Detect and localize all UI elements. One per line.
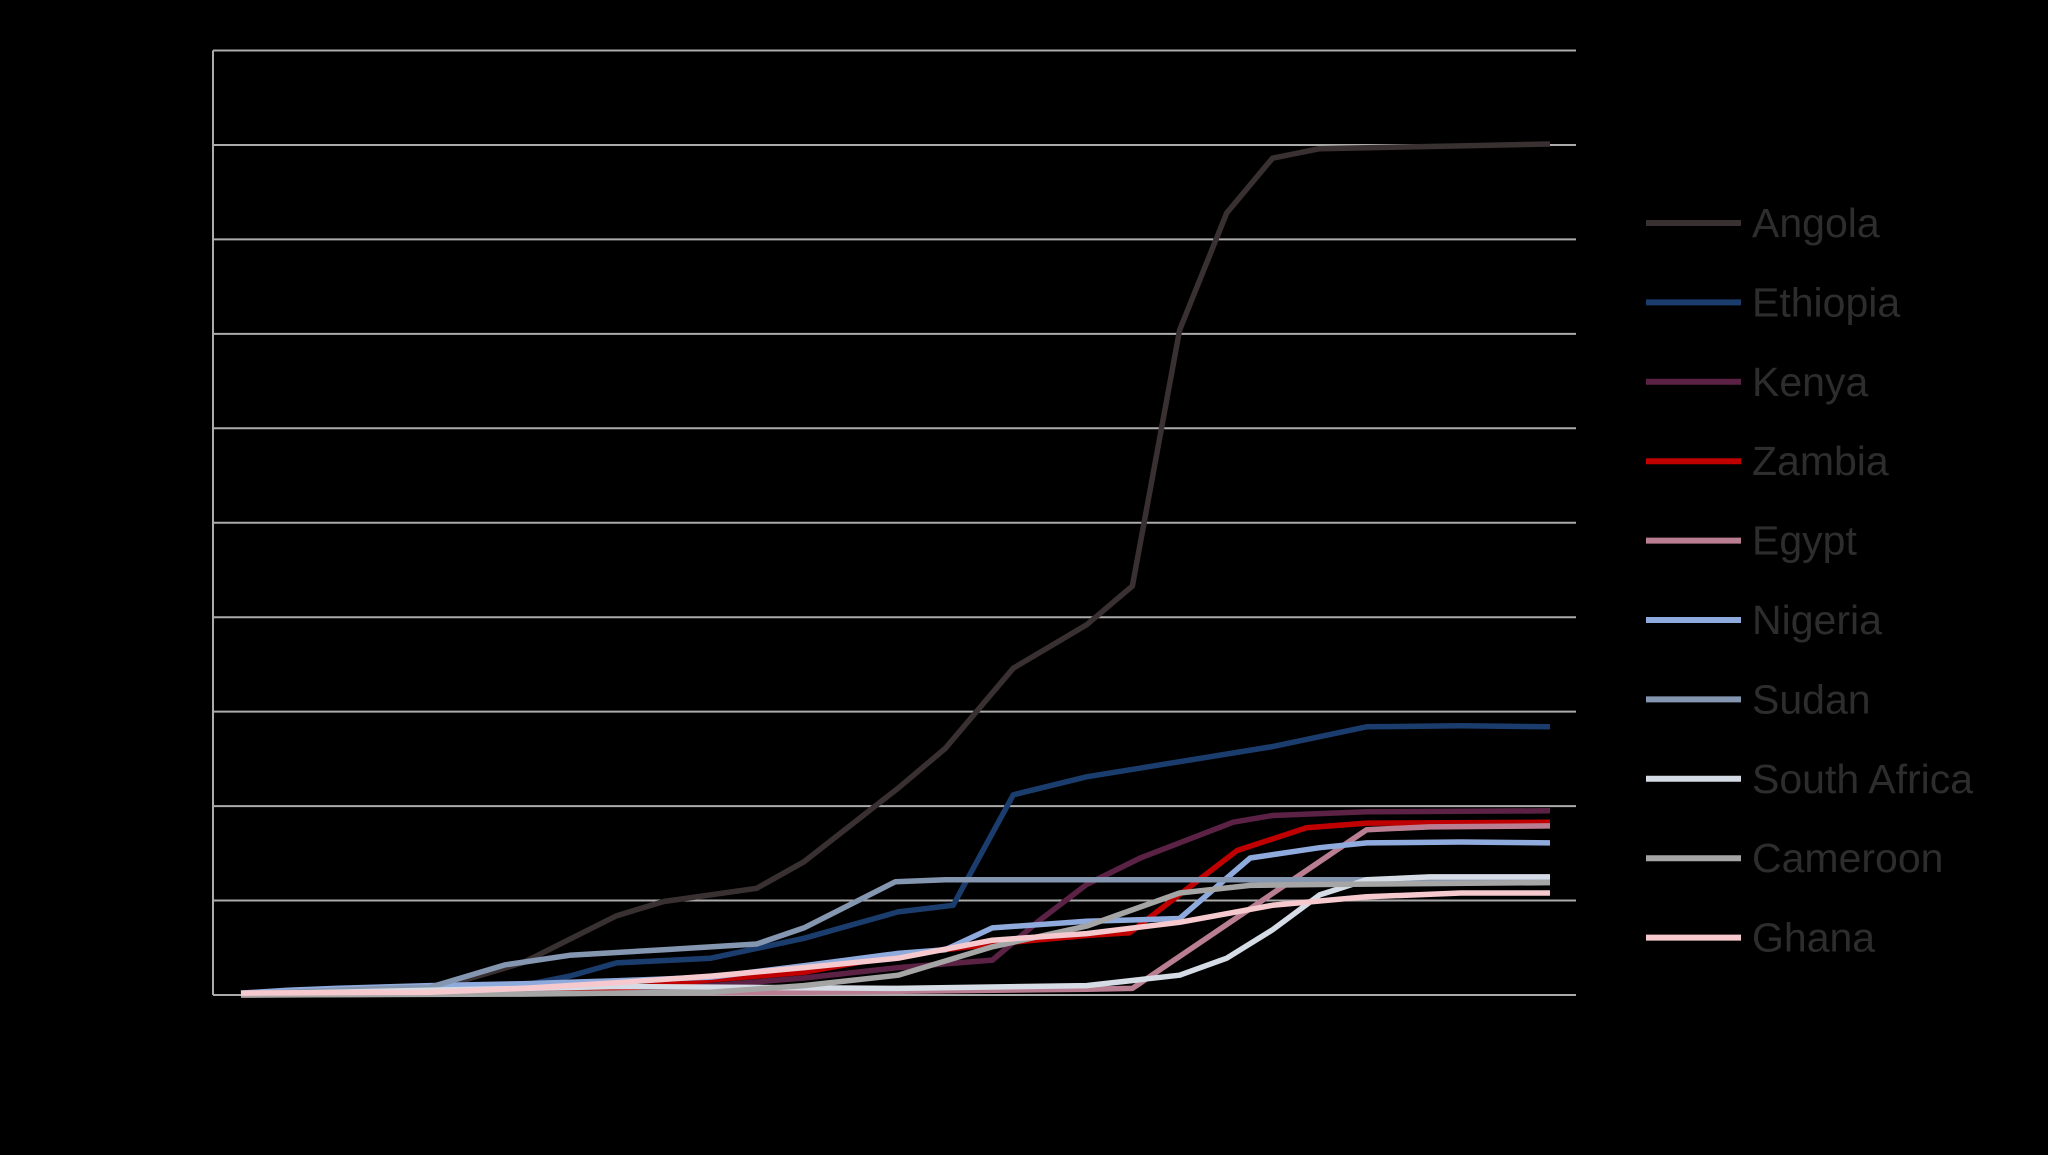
legend-label: Egypt bbox=[1752, 518, 1857, 564]
legend: Angola Ethiopia Kenya Zambia Egypt Nigeria Sud… bbox=[1646, 200, 1973, 961]
legend-item-kenya: Kenya bbox=[1646, 359, 1868, 405]
legend-label: Sudan bbox=[1752, 676, 1871, 722]
legend-item-cameroon: Cameroon bbox=[1646, 835, 1943, 881]
series-line-ghana bbox=[240, 890, 1550, 996]
legend-label: Angola bbox=[1752, 200, 1880, 246]
legend-label: South Africa bbox=[1752, 756, 1973, 802]
legend-label: Ghana bbox=[1752, 915, 1875, 961]
legend-label: Ethiopia bbox=[1752, 279, 1900, 325]
legend-item-ethiopia: Ethiopia bbox=[1646, 279, 1900, 325]
legend-item-egypt: Egypt bbox=[1646, 518, 1857, 564]
legend-item-ghana: Ghana bbox=[1646, 915, 1875, 961]
legend-label: Kenya bbox=[1752, 359, 1868, 405]
legend-label: Zambia bbox=[1752, 438, 1889, 484]
legend-item-angola: Angola bbox=[1646, 200, 1880, 246]
legend-item-nigeria: Nigeria bbox=[1646, 597, 1882, 643]
legend-item-sudan: Sudan bbox=[1646, 676, 1871, 722]
legend-item-zambia: Zambia bbox=[1646, 438, 1889, 484]
legend-item-south-africa: South Africa bbox=[1646, 756, 1973, 802]
series-line-sudan bbox=[240, 877, 1550, 997]
legend-label: Cameroon bbox=[1752, 835, 1943, 881]
series-line-cameroon bbox=[240, 879, 1551, 998]
legend-label: Nigeria bbox=[1752, 597, 1882, 643]
series-lines bbox=[240, 141, 1551, 998]
